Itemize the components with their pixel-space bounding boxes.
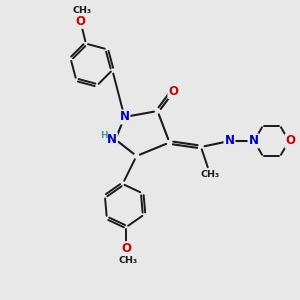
Text: N: N <box>248 134 259 148</box>
Text: H: H <box>100 131 108 140</box>
Text: CH₃: CH₃ <box>200 170 220 179</box>
Text: N: N <box>224 134 235 148</box>
Text: CH₃: CH₃ <box>73 6 92 15</box>
Text: CH₃: CH₃ <box>118 256 137 265</box>
Text: O: O <box>122 242 131 255</box>
Text: O: O <box>285 134 296 148</box>
Text: O: O <box>168 85 178 98</box>
Text: N: N <box>119 110 130 124</box>
Text: O: O <box>75 15 85 28</box>
Text: N: N <box>107 133 117 146</box>
